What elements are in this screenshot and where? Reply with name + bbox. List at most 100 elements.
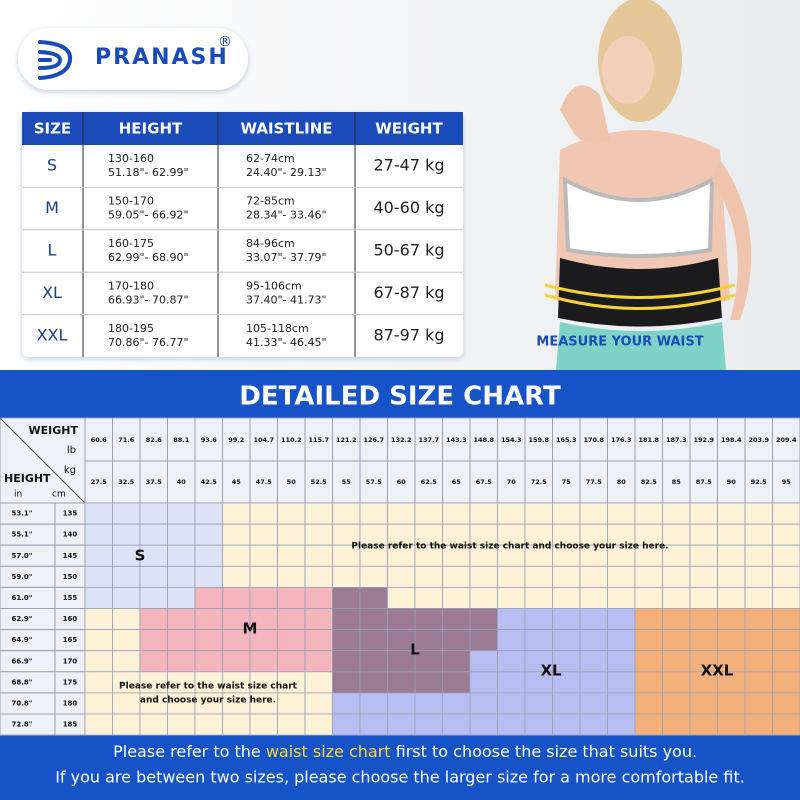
grid-cell: [579, 565, 608, 588]
grid-cell: [442, 650, 471, 673]
grid-cell: [634, 650, 663, 673]
grid-cell: [414, 608, 443, 631]
grid-cell: [387, 713, 416, 736]
grid-cell: [332, 565, 361, 588]
grid-cell: [194, 544, 223, 567]
grid-cell: [84, 629, 113, 652]
height-label: HEIGHT: [4, 472, 51, 485]
table-height-cm: 180-195: [108, 322, 154, 335]
grid-cell: [112, 629, 141, 652]
grid-cell: [112, 608, 141, 631]
in-label: in: [14, 490, 22, 500]
grid-cell: [277, 713, 306, 736]
grid-cell: [607, 565, 636, 588]
table-header-text: SIZE: [34, 120, 72, 138]
kg-value: 47.5: [256, 478, 273, 486]
kg-cell: [222, 460, 251, 504]
grid-cell: [249, 587, 278, 609]
grid-cell: [84, 608, 113, 631]
footer-text: Please refer to the: [113, 742, 266, 761]
height-in: 55.1": [12, 531, 33, 539]
grid-cell: [84, 544, 113, 567]
lb-value: 126.7: [363, 436, 384, 444]
height-cm: 150: [63, 573, 78, 581]
grid-cell: [662, 565, 691, 588]
table-waist-in: 33.07"- 37.79": [246, 251, 327, 264]
grid-cell: [662, 629, 691, 652]
footer-line: Please refer to the waist size chart fir…: [88, 742, 713, 761]
table-weight: 50-67 kg: [374, 241, 445, 260]
grid-cell: [442, 608, 471, 631]
grid-cell: [167, 544, 196, 567]
kg-value: 72.5: [531, 478, 548, 486]
lb-cell: [222, 417, 251, 462]
grid-cell: [167, 502, 196, 525]
grid-cell: [84, 671, 113, 694]
table-height-in: 70.86"- 76.77": [108, 336, 189, 349]
grid-cell: [277, 587, 306, 609]
grid-cell: [524, 629, 553, 652]
grid-cell: [662, 650, 691, 673]
height-in: 64.9": [12, 636, 33, 644]
lb-value: 82.6: [146, 436, 163, 444]
grid-cell: [277, 692, 306, 715]
grid-cell: [744, 671, 773, 694]
grid-cell: [304, 587, 333, 609]
grid-cell: [552, 587, 581, 609]
kg-cell: [387, 460, 416, 504]
logo-mark: ®: [218, 34, 232, 50]
kg-value: 62.5: [421, 478, 438, 486]
lb-value: 198.4: [721, 436, 742, 444]
grid-note: Please refer to the waist size chart: [119, 682, 298, 692]
size-grid: WEIGHT lb kg HEIGHT in cm 60.6 27.5 71.6 32.5 82.6…: [0, 417, 800, 736]
grid-cell: [222, 587, 251, 609]
kg-value: 70: [507, 478, 517, 486]
lb-value: 148.8: [473, 436, 494, 444]
footer-line: If you are between two sizes, please cho…: [55, 768, 745, 787]
grid-cell: [717, 544, 746, 567]
grid-cell: [222, 565, 251, 588]
grid-cell: [84, 692, 113, 715]
grid-cell: [552, 713, 581, 736]
height-cm: 140: [63, 531, 78, 539]
grid-cell: [579, 713, 608, 736]
grid-cell: [744, 713, 773, 736]
grid-cell: [249, 650, 278, 673]
height-in: 68.8": [12, 678, 33, 686]
grid-cell: [112, 565, 141, 588]
grid-cell: [167, 629, 196, 652]
grid-cell: [304, 502, 333, 525]
table-height-in: 62.99"- 68.90": [108, 251, 189, 264]
grid-cell: [717, 713, 746, 736]
grid-cell: [689, 608, 718, 631]
grid-cell: [579, 587, 608, 609]
kg-value: 37.5: [146, 478, 163, 486]
lb-value: 104.7: [253, 436, 274, 444]
table-height-in: 59.05"- 66.92": [108, 209, 189, 222]
grid-cell: [304, 713, 333, 736]
kg-value: 90: [727, 478, 737, 486]
grid-cell: [772, 713, 800, 736]
grid-cell: [772, 502, 800, 525]
grid-cell: [497, 671, 526, 694]
grid-cell: [607, 608, 636, 631]
lb-value: 209.4: [776, 436, 797, 444]
kg-value: 77.5: [586, 478, 603, 486]
lb-cell: [717, 417, 746, 462]
table-height-cm: 170-180: [108, 279, 154, 292]
grid-cell: [167, 713, 196, 736]
grid-cell: [304, 523, 333, 546]
grid-cell: [304, 671, 333, 694]
grid-cell: [277, 565, 306, 588]
grid-cell: [112, 650, 141, 673]
table-waist-cm: 105-118cm: [246, 322, 309, 335]
lb-value: 121.2: [336, 436, 357, 444]
grid-cell: [689, 523, 718, 546]
grid-note: Please refer to the waist size chart and…: [351, 542, 668, 552]
grid-cell: [469, 502, 498, 525]
grid-cell: [304, 608, 333, 631]
kg-value: 75: [562, 478, 572, 486]
grid-cell: [112, 692, 141, 715]
grid-cell: [249, 544, 278, 567]
kg-cell: [84, 460, 113, 504]
